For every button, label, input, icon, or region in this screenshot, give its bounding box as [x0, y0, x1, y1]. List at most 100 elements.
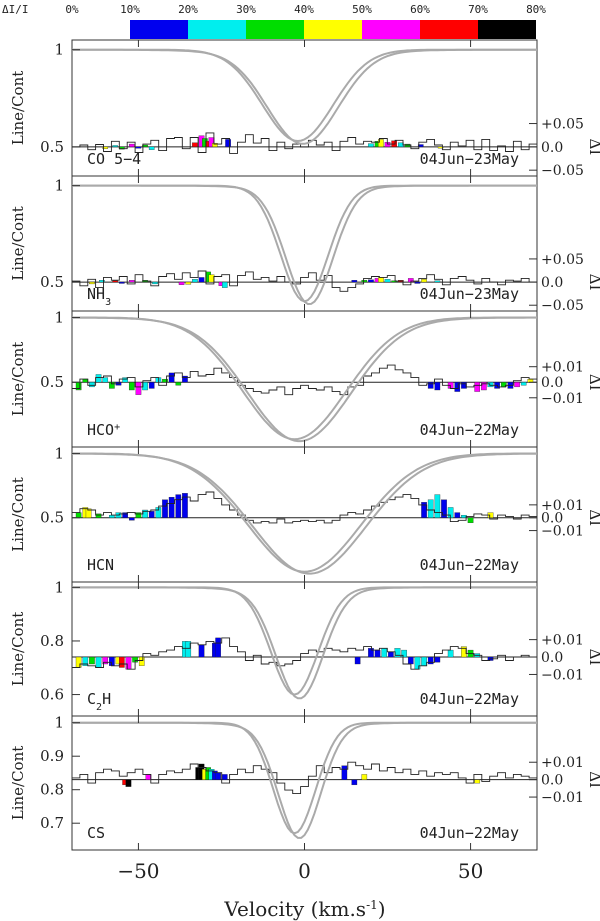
diff-bar	[135, 146, 142, 149]
line-profile-2	[72, 184, 537, 306]
diff-bar	[215, 772, 221, 780]
diff-bar	[434, 656, 441, 663]
diff-bar	[427, 382, 434, 389]
diff-bar	[384, 279, 391, 283]
diff-bar	[192, 279, 198, 283]
colorbar: ΔI/I 0% 10% 20% 30% 40% 50% 60% 70% 80%	[2, 3, 546, 39]
right-tick-label: −0.01	[541, 391, 584, 407]
diff-bar	[95, 656, 102, 668]
line-profile-1	[72, 586, 537, 696]
diff-bar	[178, 281, 185, 285]
x-tick-label: −50	[117, 859, 159, 883]
diff-bar	[434, 280, 441, 283]
right-tick-label: −0.05	[541, 298, 584, 314]
diff-bar	[168, 372, 175, 383]
diff-bar	[125, 779, 132, 787]
y-tick-label: 1	[54, 714, 64, 732]
right-tick-label: +0.05	[541, 252, 584, 268]
diff-bar	[520, 382, 527, 386]
colorbar-swatch	[478, 20, 536, 39]
colorbar-tick: 20%	[178, 3, 198, 16]
diff-bar	[368, 279, 374, 283]
diff-bar	[148, 511, 155, 518]
diff-bar	[378, 277, 384, 283]
diff-bar	[192, 142, 198, 148]
diff-bar	[474, 382, 481, 392]
colorbar-tick: 40%	[294, 3, 314, 16]
colorbar-swatch	[420, 20, 478, 39]
colorbar-tick: 30%	[236, 3, 256, 16]
diff-bar	[162, 378, 168, 383]
y-tick-label: 0.8	[40, 632, 64, 650]
dates-label: 04Jun−22May	[420, 556, 519, 574]
right-tick-label: 0.0	[541, 275, 563, 291]
diff-bar	[112, 145, 118, 148]
diff-bar	[417, 144, 424, 148]
dates-label: 04Jun−23May	[420, 285, 519, 303]
diff-bar	[119, 656, 125, 668]
y-tick-label: 0.9	[40, 747, 64, 765]
species-label: CS	[87, 824, 105, 842]
diff-bar	[474, 779, 481, 784]
diff-bar	[119, 281, 125, 284]
line-profile-2	[72, 48, 537, 145]
diff-bar	[109, 382, 115, 389]
line-profile-1	[72, 48, 537, 143]
dates-label: 04Jun−22May	[420, 421, 519, 439]
right-axis-title: ΔI	[586, 138, 600, 155]
diff-bar	[454, 382, 461, 392]
diff-bar	[414, 656, 421, 670]
diff-bar	[128, 280, 135, 283]
left-axis-title: Line/Cont	[9, 746, 27, 821]
species-label: CO 5−4	[87, 150, 141, 168]
diff-bar	[182, 493, 188, 518]
diff-bar	[381, 648, 388, 658]
diff-bar	[185, 641, 192, 658]
diff-bar	[374, 649, 381, 658]
panel-5: 1 0.8 0.6 +0.010.0−0.01 Line/Cont ΔI C2H 04Jun−…	[9, 578, 600, 717]
right-tick-label: +0.05	[541, 117, 584, 133]
diff-bar	[138, 656, 145, 666]
diff-bar	[434, 382, 441, 391]
right-tick-label: 0.0	[541, 511, 563, 527]
colorbar-tick: 80%	[526, 3, 546, 16]
colorbar-tick: 60%	[410, 3, 430, 16]
colorbar-label: ΔI/I	[2, 3, 29, 16]
difference-histogram	[72, 761, 537, 795]
y-tick-label: 0.5	[40, 509, 64, 527]
diff-bar	[89, 382, 95, 388]
panel-3: 1 0.5 +0.010.0−0.01 Line/Cont ΔI HCO+ 04Jun−22…	[9, 308, 600, 448]
diff-bar	[95, 513, 102, 518]
y-tick-label: 0.7	[40, 814, 64, 832]
diff-bar	[414, 281, 421, 284]
difference-histogram	[72, 637, 537, 670]
diff-bar	[388, 651, 394, 658]
diff-bar	[162, 499, 168, 518]
right-tick-label: +0.01	[541, 633, 584, 649]
diff-bar	[404, 143, 411, 148]
diff-bar	[95, 374, 102, 383]
colorbar-tick: 0%	[65, 3, 79, 16]
difference-histogram	[72, 491, 537, 524]
diff-bar	[487, 382, 494, 388]
species-label: C2H	[87, 690, 111, 713]
y-tick-label: 0.8	[40, 781, 64, 799]
right-tick-label: −0.01	[541, 524, 584, 540]
diff-bar	[89, 281, 95, 285]
colorbar-swatch	[130, 20, 188, 39]
left-axis-title: Line/Cont	[9, 71, 27, 146]
colorbar-tick: 70%	[468, 3, 488, 16]
diff-bar	[481, 382, 487, 391]
colorbar-swatch	[188, 20, 246, 39]
x-tick-label: 50	[458, 859, 483, 883]
diff-bar	[361, 280, 368, 283]
colorbar-swatch	[362, 20, 420, 39]
diff-bar	[351, 280, 358, 283]
diff-bar	[182, 375, 188, 383]
diff-bar	[142, 382, 148, 391]
x-tick-label: 0	[298, 859, 311, 883]
diff-bar	[148, 146, 155, 150]
panel-1: 1 0.5 +0.05 0.0 −0.05 Line/Cont ΔI CO 5−4 04Jun−…	[9, 39, 600, 179]
y-tick-label: 1	[54, 308, 64, 326]
